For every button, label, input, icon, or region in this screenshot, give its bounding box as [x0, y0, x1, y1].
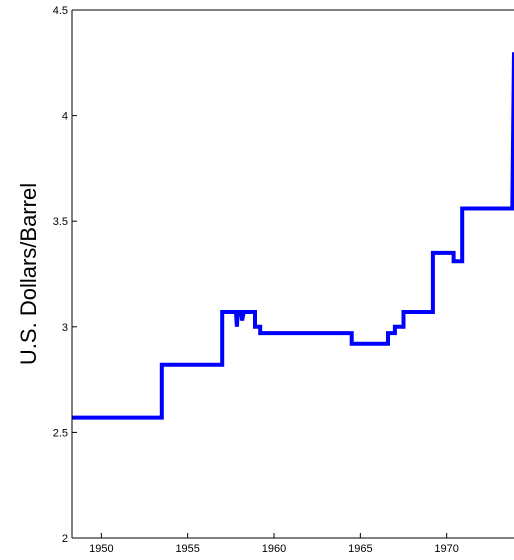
price-series-line	[72, 52, 514, 420]
x-tick-label: 1960	[262, 543, 286, 555]
x-ticks: 1950 1955 1960 1965 1970	[89, 533, 459, 555]
x-tick-label: 1950	[89, 543, 113, 555]
plot-area	[72, 10, 514, 538]
y-tick-label: 2	[62, 533, 68, 545]
y-axis-label: U.S. Dollars/Barrel	[16, 183, 41, 365]
y-tick-label: 4	[62, 111, 68, 123]
y-tick-label: 3	[62, 322, 68, 334]
y-ticks: 2 2.5 3 3.5 4 4.5	[53, 5, 77, 545]
y-tick-label: 4.5	[53, 5, 68, 17]
x-tick-label: 1955	[175, 543, 199, 555]
x-tick-label: 1965	[348, 543, 372, 555]
y-tick-label: 2.5	[53, 427, 68, 439]
x-tick-label: 1970	[434, 543, 458, 555]
y-tick-label: 3.5	[53, 216, 68, 228]
